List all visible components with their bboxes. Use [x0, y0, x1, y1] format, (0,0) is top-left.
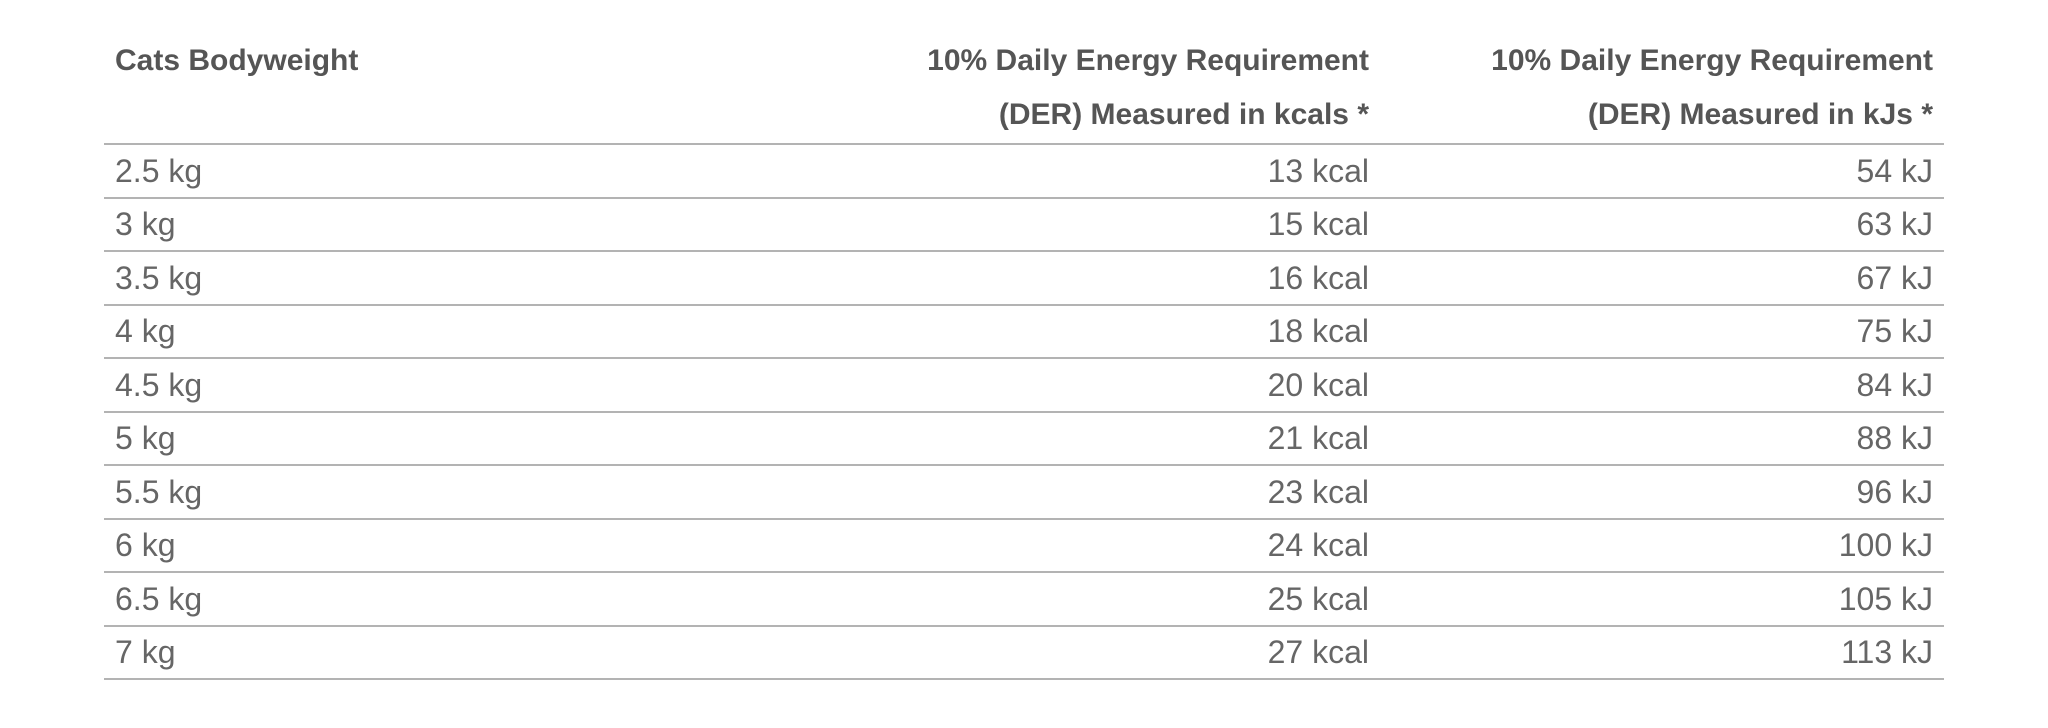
header-cell: 10% Daily Energy Requirement (DER) Measu…	[927, 44, 1369, 131]
table-cell: 15 kcal	[1267, 206, 1369, 243]
table-cell: 25 kcal	[1267, 580, 1369, 617]
table-cell: 63 kJ	[1856, 206, 1933, 243]
table-row: 2.5 kg 13 kcal 54 kJ	[104, 145, 1944, 199]
table-cell: 6 kg	[115, 527, 176, 564]
table-cell: 7 kg	[115, 634, 176, 671]
table-row: 5.5 kg 23 kcal 96 kJ	[104, 466, 1944, 520]
table-cell: 67 kJ	[1856, 259, 1933, 296]
table-row: 7 kg 27 kcal 113 kJ	[104, 627, 1944, 680]
table-cell: 27 kcal	[1267, 634, 1369, 671]
table-cell: 3.5 kg	[115, 259, 203, 296]
table: Cats Bodyweight 10% Daily Energy Requirem…	[104, 0, 1944, 680]
table-row: 5 kg 21 kcal 88 kJ	[104, 413, 1944, 466]
table-cell: 113 kJ	[1841, 634, 1933, 671]
table-cell: 4 kg	[115, 313, 176, 350]
table-cell: 96 kJ	[1856, 473, 1933, 510]
table-cell: 5 kg	[115, 420, 176, 457]
table-cell: 75 kJ	[1856, 313, 1933, 350]
table-cell: 6.5 kg	[115, 580, 203, 617]
table-cell: 84 kJ	[1856, 366, 1933, 403]
table-cell: 13 kcal	[1267, 152, 1369, 189]
table-cell: 105 kJ	[1838, 580, 1933, 617]
header-cell: 10% Daily Energy Requirement (DER) Measu…	[1491, 44, 1933, 131]
table-cell: 54 kJ	[1856, 152, 1933, 189]
table-cell: 3 kg	[115, 206, 176, 243]
table-cell: 16 kcal	[1267, 259, 1369, 296]
table-row: 3 kg 15 kcal 63 kJ	[104, 199, 1944, 252]
table-row: 6.5 kg 25 kcal 105 kJ	[104, 573, 1944, 627]
table-row: 3.5 kg 16 kcal 67 kJ	[104, 252, 1944, 306]
table-cell: 20 kcal	[1267, 366, 1369, 403]
table-cell: 88 kJ	[1856, 420, 1933, 457]
table-cell: 100 kJ	[1838, 527, 1933, 564]
table-cell: 24 kcal	[1267, 527, 1369, 564]
table-row: 4 kg 18 kcal 75 kJ	[104, 306, 1944, 359]
header-cell: Cats Bodyweight	[115, 44, 359, 77]
table-row: 6 kg 24 kcal 100 kJ	[104, 520, 1944, 573]
table-cell: 18 kcal	[1267, 313, 1369, 350]
table-cell: 4.5 kg	[115, 366, 203, 403]
table-cell: 5.5 kg	[115, 473, 203, 510]
table-cell: 2.5 kg	[115, 152, 203, 189]
table-cell: 23 kcal	[1267, 473, 1369, 510]
header-row: Cats Bodyweight 10% Daily Energy Requirem…	[104, 0, 1944, 145]
table-cell: 21 kcal	[1267, 420, 1369, 457]
table-row: 4.5 kg 20 kcal 84 kJ	[104, 359, 1944, 413]
